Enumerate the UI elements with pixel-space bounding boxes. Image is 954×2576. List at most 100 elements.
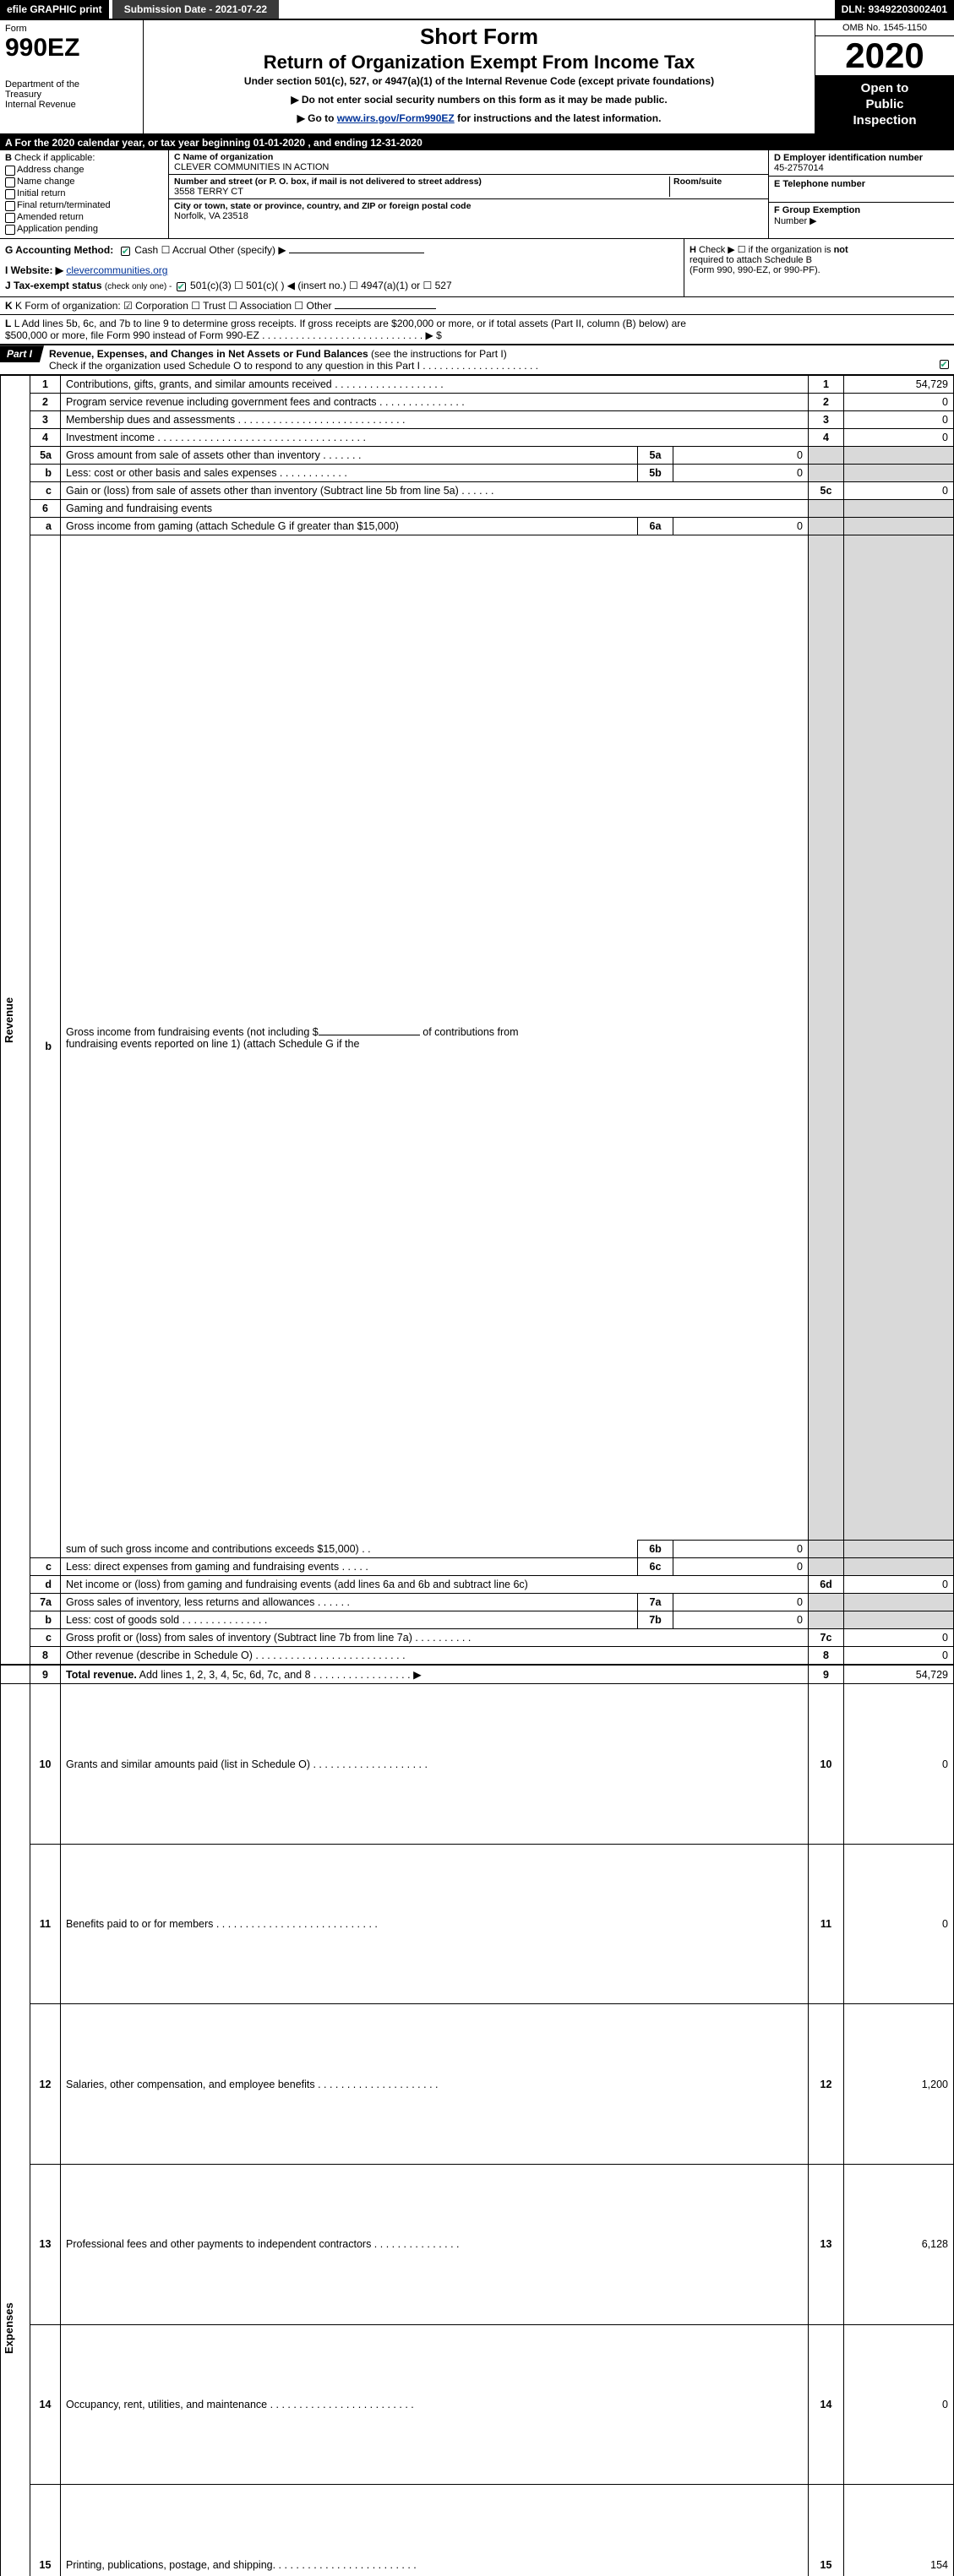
j-tax-exempt-row: J Tax-exempt status (check only one) - 5… [5, 280, 679, 291]
under-section-text: Under section 501(c), 527, or 4947(a)(1)… [149, 75, 810, 87]
line-10-desc: Grants and similar amounts paid (list in… [61, 1684, 809, 1845]
line-8-amount: 0 [844, 1647, 954, 1666]
street-label: Number and street (or P. O. box, if mail… [174, 177, 666, 187]
part-1-tag: Part I [0, 345, 44, 362]
line-7a-box-amount: 0 [673, 1594, 809, 1611]
section-d-e-f: D Employer identification number 45-2757… [768, 150, 954, 238]
table-row: a Gross income from gaming (attach Sched… [1, 518, 954, 535]
line-5c-amount: 0 [844, 482, 954, 500]
header-right: OMB No. 1545-1150 2020 Open to Public In… [815, 20, 954, 133]
line-15-desc: Printing, publications, postage, and shi… [61, 2485, 809, 2576]
expenses-section-label: Expenses [1, 1684, 30, 2576]
irs-link[interactable]: www.irs.gov/Form990EZ [337, 112, 455, 124]
line-2-amount: 0 [844, 394, 954, 411]
header-center: Short Form Return of Organization Exempt… [144, 20, 815, 133]
table-row: 5a Gross amount from sale of assets othe… [1, 447, 954, 465]
omb-number: OMB No. 1545-1150 [815, 20, 954, 36]
line-15-amount: 154 [844, 2485, 954, 2576]
efile-print-label[interactable]: efile GRAPHIC print [0, 0, 109, 19]
part-1-title: Revenue, Expenses, and Changes in Net As… [49, 348, 368, 360]
line-11-desc: Benefits paid to or for members . . . . … [61, 1844, 809, 2004]
f-number: Number ▶ [774, 215, 949, 226]
form-number: 990EZ [5, 35, 138, 61]
g-accounting-method: G Accounting Method: Cash ☐ Accrual Othe… [5, 244, 679, 256]
table-row: c Less: direct expenses from gaming and … [1, 1558, 954, 1576]
line-6-desc: Gaming and fundraising events [61, 500, 809, 518]
line-14-desc: Occupancy, rent, utilities, and maintena… [61, 2324, 809, 2485]
k-form-of-organization: K K Form of organization: ☑ Corporation … [0, 297, 954, 315]
section-c: C Name of organization CLEVER COMMUNITIE… [169, 150, 768, 238]
part-1-header: Part I Revenue, Expenses, and Changes in… [0, 345, 954, 375]
line-3-amount: 0 [844, 411, 954, 429]
line-5c-desc: Gain or (loss) from sale of assets other… [61, 482, 809, 500]
line-5b-box-amount: 0 [673, 465, 809, 482]
chk-address-change[interactable]: Address change [5, 165, 163, 175]
revenue-section-label: Revenue [1, 376, 30, 1666]
form-header: Form 990EZ Department of the Treasury In… [0, 20, 954, 135]
e-label: E Telephone number [774, 179, 949, 189]
line-1-amount: 54,729 [844, 376, 954, 394]
table-row: d Net income or (loss) from gaming and f… [1, 1576, 954, 1594]
table-row: 4 Investment income . . . . . . . . . . … [1, 429, 954, 447]
dept-line-2: Treasury [5, 90, 138, 100]
chk-name-change[interactable]: Name change [5, 177, 163, 187]
line-a-tax-year: A For the 2020 calendar year, or tax yea… [0, 135, 954, 150]
submission-date: Submission Date - 2021-07-22 [112, 0, 279, 19]
info-grid: B Check if applicable: Address change Na… [0, 150, 954, 239]
table-row: 13 Professional fees and other payments … [1, 2165, 954, 2325]
form-word: Form [5, 24, 138, 34]
chk-cash[interactable] [121, 247, 130, 256]
line-6d-desc: Net income or (loss) from gaming and fun… [61, 1576, 809, 1594]
h-schedule-b: H Check ▶ ☐ if the organization is not r… [684, 239, 954, 296]
line-11-amount: 0 [844, 1844, 954, 2004]
part-1-title-paren: (see the instructions for Part I) [371, 348, 507, 360]
part-1-sub: Check if the organization used Schedule … [49, 360, 538, 372]
table-row: 6 Gaming and fundraising events [1, 500, 954, 518]
line-14-amount: 0 [844, 2324, 954, 2485]
website-link[interactable]: clevercommunities.org [66, 264, 167, 276]
line-9-desc: Total revenue. Add lines 1, 2, 3, 4, 5c,… [61, 1665, 809, 1684]
table-row: 8 Other revenue (describe in Schedule O)… [1, 1647, 954, 1666]
chk-schedule-o-used[interactable] [940, 360, 949, 369]
line-13-amount: 6,128 [844, 2165, 954, 2325]
line-6b-box-amount: 0 [673, 1541, 809, 1558]
city-label: City or town, state or province, country… [174, 201, 763, 211]
line-7c-amount: 0 [844, 1629, 954, 1647]
form-title: Return of Organization Exempt From Incom… [149, 52, 810, 73]
table-row: 7a Gross sales of inventory, less return… [1, 1594, 954, 1611]
line-6d-amount: 0 [844, 1576, 954, 1594]
line-12-amount: 1,200 [844, 2004, 954, 2165]
table-row: 14 Occupancy, rent, utilities, and maint… [1, 2324, 954, 2485]
chk-501c3[interactable] [177, 282, 186, 291]
line-6b-desc: Gross income from fundraising events (no… [61, 535, 809, 1541]
dept-line-3: Internal Revenue [5, 100, 138, 110]
line-7a-desc: Gross sales of inventory, less returns a… [61, 1594, 638, 1611]
b-label: B [5, 153, 12, 163]
i-website-row: I Website: ▶ clevercommunities.org [5, 264, 679, 276]
chk-initial-return[interactable]: Initial return [5, 188, 163, 198]
line-1-desc: Contributions, gifts, grants, and simila… [61, 376, 809, 394]
city-value: Norfolk, VA 23518 [174, 211, 763, 221]
table-row: 2 Program service revenue including gove… [1, 394, 954, 411]
line-4-amount: 0 [844, 429, 954, 447]
line-6b-desc-3: sum of such gross income and contributio… [61, 1541, 638, 1558]
street-value: 3558 TERRY CT [174, 187, 666, 197]
chk-final-return[interactable]: Final return/terminated [5, 200, 163, 210]
line-5a-desc: Gross amount from sale of assets other t… [61, 447, 638, 465]
ssn-warning: ▶ Do not enter social security numbers o… [149, 94, 810, 106]
table-row: c Gain or (loss) from sale of assets oth… [1, 482, 954, 500]
dept-line-1: Department of the [5, 79, 138, 90]
line-6c-desc: Less: direct expenses from gaming and fu… [61, 1558, 638, 1576]
chk-amended-return[interactable]: Amended return [5, 212, 163, 222]
table-row: b Gross income from fundraising events (… [1, 535, 954, 1541]
table-row: 9 Total revenue. Add lines 1, 2, 3, 4, 5… [1, 1665, 954, 1684]
line-7c-desc: Gross profit or (loss) from sales of inv… [61, 1629, 809, 1647]
line-7b-desc: Less: cost of goods sold . . . . . . . .… [61, 1611, 638, 1629]
table-row: Revenue 1 Contributions, gifts, grants, … [1, 376, 954, 394]
table-row: 15 Printing, publications, postage, and … [1, 2485, 954, 2576]
chk-application-pending[interactable]: Application pending [5, 224, 163, 234]
line-6a-box-amount: 0 [673, 518, 809, 535]
line-10-amount: 0 [844, 1684, 954, 1845]
table-row: 12 Salaries, other compensation, and emp… [1, 2004, 954, 2165]
part-1-table: Revenue 1 Contributions, gifts, grants, … [0, 375, 954, 2576]
